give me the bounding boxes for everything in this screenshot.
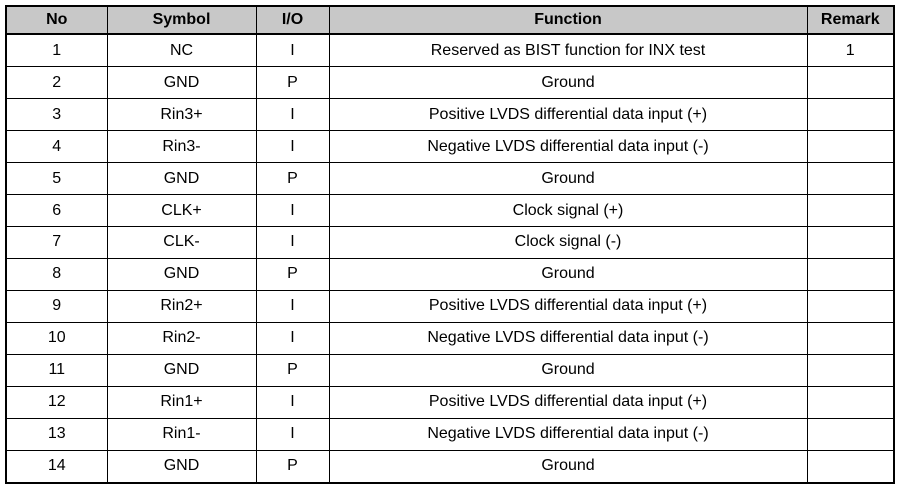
cell-function: Ground (328, 162, 808, 196)
cell-remark (806, 226, 895, 259)
cell-no: 13 (5, 417, 108, 451)
cell-function: Ground (328, 449, 808, 484)
cell-function: Positive LVDS differential data input (+… (328, 98, 808, 132)
cell-symbol: CLK- (106, 226, 257, 259)
table-row: 6 CLK+ I Clock signal (+) (5, 194, 895, 227)
cell-io: I (255, 226, 330, 259)
cell-remark (806, 66, 895, 100)
cell-no: 2 (5, 66, 108, 100)
table-row: 7 CLK- I Clock signal (-) (5, 226, 895, 259)
cell-io: I (255, 98, 330, 132)
cell-symbol: Rin1- (106, 417, 257, 451)
table-row: 13 Rin1- I Negative LVDS differential data … (5, 417, 895, 451)
cell-function: Negative LVDS differential data input (-… (328, 321, 808, 355)
cell-no: 8 (5, 257, 108, 291)
cell-io: I (255, 417, 330, 451)
table-header-row: No Symbol I/O Function Remark (5, 5, 895, 35)
column-header-io: I/O (255, 5, 330, 35)
column-header-function: Function (328, 5, 808, 35)
cell-no: 5 (5, 162, 108, 196)
cell-io: P (255, 162, 330, 196)
cell-remark (806, 417, 895, 451)
cell-io: I (255, 385, 330, 419)
cell-remark (806, 289, 895, 323)
cell-function: Clock signal (+) (328, 194, 808, 227)
cell-remark (806, 353, 895, 387)
cell-no: 10 (5, 321, 108, 355)
cell-io: I (255, 33, 330, 68)
column-header-symbol: Symbol (106, 5, 257, 35)
cell-remark (806, 257, 895, 291)
cell-remark (806, 449, 895, 484)
column-header-remark: Remark (806, 5, 895, 35)
table-row: 12 Rin1+ I Positive LVDS differential data … (5, 385, 895, 419)
pin-assignment-table: No Symbol I/O Function Remark 1 NC I Reserved a… (5, 5, 895, 484)
table-body: 1 NC I Reserved as BIST function for INX te… (5, 33, 895, 484)
cell-io: I (255, 321, 330, 355)
cell-function: Positive LVDS differential data input (+… (328, 385, 808, 419)
cell-remark (806, 162, 895, 196)
table-header: No Symbol I/O Function Remark (5, 5, 895, 35)
cell-no: 11 (5, 353, 108, 387)
cell-function: Clock signal (-) (328, 226, 808, 259)
cell-symbol: GND (106, 257, 257, 291)
cell-function: Ground (328, 257, 808, 291)
cell-symbol: Rin2- (106, 321, 257, 355)
pin-assignment-table-container: No Symbol I/O Function Remark 1 NC I Reserved a… (5, 5, 895, 484)
cell-symbol: Rin2+ (106, 289, 257, 323)
cell-function: Ground (328, 353, 808, 387)
cell-symbol: Rin3+ (106, 98, 257, 132)
cell-io: I (255, 289, 330, 323)
cell-symbol: GND (106, 353, 257, 387)
cell-io: I (255, 130, 330, 164)
table-row: 9 Rin2+ I Positive LVDS differential data i… (5, 289, 895, 323)
cell-no: 12 (5, 385, 108, 419)
column-header-no: No (5, 5, 108, 35)
table-row: 11 GND P Ground (5, 353, 895, 387)
cell-symbol: GND (106, 449, 257, 484)
cell-function: Negative LVDS differential data input (-… (328, 130, 808, 164)
cell-no: 9 (5, 289, 108, 323)
cell-no: 14 (5, 449, 108, 484)
cell-io: P (255, 353, 330, 387)
cell-remark (806, 98, 895, 132)
cell-remark (806, 130, 895, 164)
cell-symbol: GND (106, 162, 257, 196)
table-row: 4 Rin3- I Negative LVDS differential data i… (5, 130, 895, 164)
cell-no: 4 (5, 130, 108, 164)
cell-no: 6 (5, 194, 108, 227)
cell-function: Positive LVDS differential data input (+… (328, 289, 808, 323)
cell-no: 7 (5, 226, 108, 259)
cell-no: 3 (5, 98, 108, 132)
table-row: 14 GND P Ground (5, 449, 895, 484)
cell-remark (806, 385, 895, 419)
cell-symbol: GND (106, 66, 257, 100)
table-row: 3 Rin3+ I Positive LVDS differential data i… (5, 98, 895, 132)
cell-io: P (255, 257, 330, 291)
cell-symbol: NC (106, 33, 257, 68)
cell-symbol: Rin3- (106, 130, 257, 164)
cell-function: Reserved as BIST function for INX test (328, 33, 808, 68)
cell-remark (806, 194, 895, 227)
cell-no: 1 (5, 33, 108, 68)
table-row: 5 GND P Ground (5, 162, 895, 196)
cell-function: Ground (328, 66, 808, 100)
cell-remark (806, 321, 895, 355)
table-row: 10 Rin2- I Negative LVDS differential data … (5, 321, 895, 355)
table-row: 2 GND P Ground (5, 66, 895, 100)
cell-io: P (255, 449, 330, 484)
cell-symbol: Rin1+ (106, 385, 257, 419)
cell-io: I (255, 194, 330, 227)
cell-symbol: CLK+ (106, 194, 257, 227)
cell-io: P (255, 66, 330, 100)
table-row: 8 GND P Ground (5, 257, 895, 291)
table-row: 1 NC I Reserved as BIST function for INX te… (5, 33, 895, 68)
cell-function: Negative LVDS differential data input (-… (328, 417, 808, 451)
cell-remark: 1 (806, 33, 895, 68)
